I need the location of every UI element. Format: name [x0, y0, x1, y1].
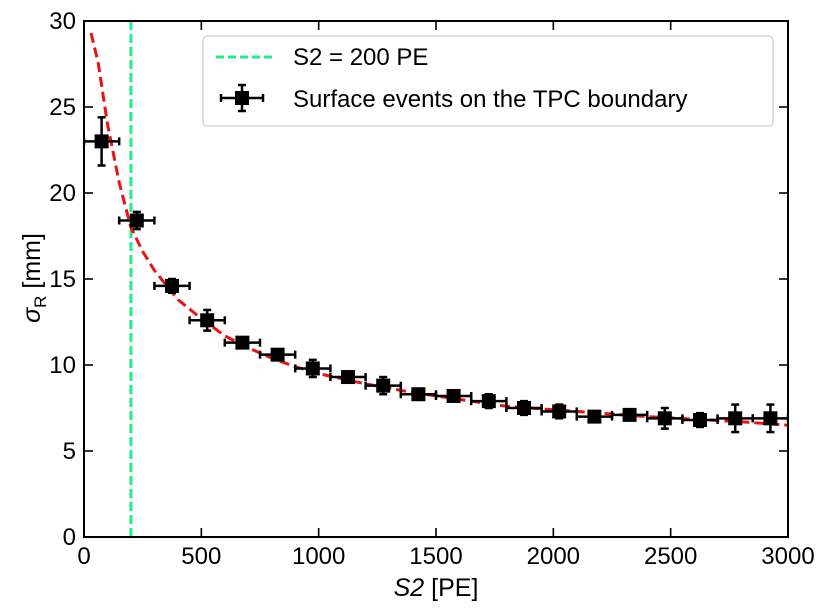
- data-point-13: [540, 403, 579, 420]
- point-marker: [200, 313, 215, 328]
- point-marker: [657, 411, 672, 426]
- point-marker: [129, 213, 144, 228]
- y-axis-label: σR [mm]: [18, 233, 50, 323]
- fit-curve: [89, 32, 788, 427]
- point-marker: [446, 388, 461, 403]
- legend-points-swatch: [219, 83, 265, 113]
- y-tick-label: 20: [49, 180, 76, 207]
- x-tick-label: 0: [77, 543, 90, 570]
- data-point-3: [188, 308, 227, 332]
- legend-swatch-marker: [235, 91, 249, 105]
- data-point-7: [329, 370, 367, 385]
- axis-layer: 0 500 1000 1500 2000 2500 3000 0 5 10 15 20 25 30: [49, 8, 814, 570]
- point-marker: [305, 361, 320, 376]
- point-marker: [376, 378, 391, 393]
- data-point-17: [681, 411, 719, 429]
- data-point-0: [84, 116, 121, 167]
- y-tick-label: 0: [63, 524, 76, 551]
- point-marker: [94, 134, 109, 149]
- data-point-8: [364, 375, 403, 396]
- legend-box: [202, 35, 774, 127]
- data-point-11: [469, 392, 508, 410]
- point-marker: [165, 278, 179, 293]
- x-tick-label: 2500: [644, 543, 697, 570]
- y-axis-label-rest: [mm]: [18, 233, 46, 296]
- y-tick-label: 30: [49, 8, 76, 35]
- data-point-16: [645, 406, 684, 430]
- y-axis-label-symbol: σ: [18, 307, 46, 323]
- legend-points-label: Surface events on the TPC boundary: [293, 86, 687, 113]
- legend: S2 = 200 PE Surface events on the TPC bo…: [202, 35, 774, 127]
- point-marker: [693, 413, 707, 428]
- data-point-19: [751, 403, 788, 434]
- point-marker: [341, 370, 355, 385]
- data-point-14: [575, 409, 614, 424]
- x-tick-label: 500: [181, 543, 221, 570]
- x-tick-label: 2000: [527, 543, 580, 570]
- y-tick-label: 25: [49, 94, 76, 121]
- y-axis-label-subscript: R: [31, 296, 50, 308]
- x-tick-label: 1500: [409, 543, 462, 570]
- x-axis-label: S2 [PE]: [394, 574, 479, 602]
- point-marker: [411, 387, 426, 402]
- data-point-4: [223, 335, 262, 350]
- y-tick-label: 5: [63, 438, 76, 465]
- legend-vline-label: S2 = 200 PE: [293, 44, 428, 71]
- data-point-10: [434, 388, 473, 403]
- point-marker: [728, 411, 743, 426]
- plot-area: [84, 21, 788, 537]
- x-axis-label-italic: S2: [394, 574, 425, 602]
- point-marker: [517, 401, 531, 415]
- y-tick-label: 15: [49, 266, 76, 293]
- point-marker: [235, 335, 250, 350]
- point-marker: [587, 409, 602, 424]
- x-axis-label-rest: [PE]: [424, 574, 478, 602]
- plot-layer: [84, 21, 788, 537]
- data-point-9: [399, 387, 438, 402]
- data-point-5: [258, 347, 297, 362]
- point-marker: [552, 404, 567, 419]
- data-point-15: [610, 407, 649, 422]
- data-point-6: [293, 358, 332, 379]
- point-marker: [481, 394, 496, 409]
- data-point-1: [117, 210, 156, 231]
- x-tick-label: 3000: [761, 543, 814, 570]
- y-tick-label: 10: [49, 352, 76, 379]
- x-tick-label: 1000: [292, 543, 345, 570]
- point-marker: [270, 347, 285, 362]
- point-marker: [622, 407, 637, 422]
- data-point-2: [153, 277, 191, 295]
- point-marker: [763, 411, 778, 426]
